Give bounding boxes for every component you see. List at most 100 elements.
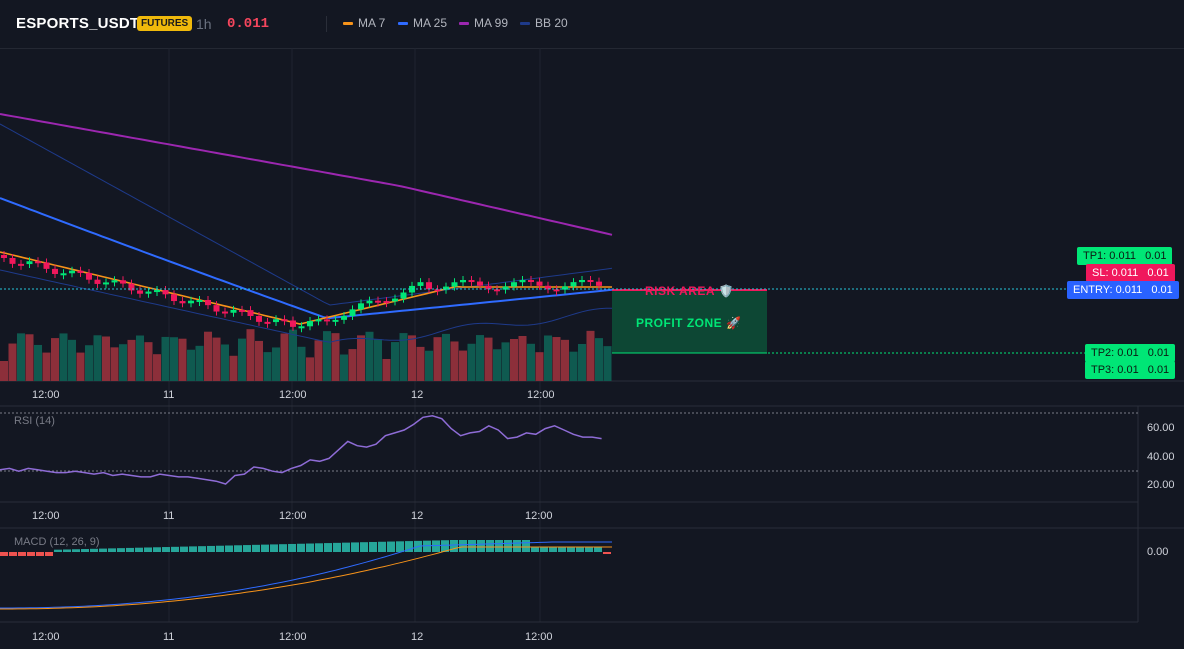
macd-pane [0, 540, 612, 610]
volume-bar [272, 347, 280, 381]
volume-bar [493, 349, 501, 381]
macd-histogram-bar [162, 547, 170, 552]
sl-tag[interactable]: SL: 0.011 0.01 [1086, 264, 1175, 282]
volume-bar [544, 335, 552, 381]
rsi-title: RSI (14) [14, 415, 55, 427]
macd-histogram-bar [405, 541, 413, 552]
volume-bar [212, 337, 221, 381]
legend-label: MA 25 [413, 16, 448, 30]
candle-body [230, 309, 237, 313]
volume-bar [476, 335, 484, 381]
candle-body [69, 270, 75, 274]
candle-body [417, 282, 424, 286]
time-label: 12:00 [279, 510, 307, 522]
macd-histogram-bar [18, 552, 26, 556]
volume-bar [51, 338, 59, 381]
candle-body [579, 280, 585, 283]
macd-histogram-bar [351, 542, 359, 552]
macd-histogram-bar [63, 549, 71, 552]
volume-bar [59, 333, 68, 381]
macd-histogram-bar [225, 545, 233, 552]
volume-bar [34, 344, 42, 381]
volume-bar [153, 354, 161, 381]
macd-histogram-bar [243, 545, 251, 552]
volume-bar [340, 354, 348, 381]
volume-bar [238, 338, 246, 381]
volume-bar [8, 343, 17, 381]
volume-bar [306, 357, 314, 381]
candle-body [9, 258, 16, 264]
candle-body [26, 261, 33, 265]
legend-bb20[interactable]: BB 20 [520, 16, 568, 30]
macd-histogram-bar [540, 547, 548, 552]
tp2-label: TP2: 0.01 [1091, 347, 1139, 359]
interval-selector[interactable]: 1h [196, 16, 212, 32]
candle-body [511, 282, 517, 287]
macd-histogram-bar [297, 543, 305, 552]
candle-body [120, 280, 126, 284]
volume-bar [42, 352, 51, 381]
time-label: 12 [411, 631, 424, 643]
macd-histogram-bar [198, 546, 206, 552]
volume-bar [578, 344, 586, 381]
entry-value: 0.01 [1151, 284, 1173, 296]
macd-histogram-bar [333, 542, 341, 552]
macd-histogram-bar [513, 540, 521, 552]
tp2-tag[interactable]: TP2: 0.01 0.01 [1085, 344, 1176, 362]
volume-bar [595, 338, 603, 381]
volume-bar [170, 337, 178, 381]
bollinger-bands [0, 123, 613, 343]
time-label: 12 [411, 389, 424, 401]
macd-histogram-bar [180, 546, 188, 552]
macd-histogram-bar [171, 546, 179, 552]
macd-histogram-bar [135, 547, 143, 552]
ma7-swatch [343, 21, 353, 25]
volume-bar [399, 333, 408, 381]
legend-ma7[interactable]: MA 7 [343, 16, 385, 30]
candle-body [502, 286, 509, 290]
candle-body [86, 272, 92, 280]
tp2-value: 0.01 [1147, 347, 1170, 359]
candle-body [451, 282, 458, 287]
tp3-tag[interactable]: TP3: 0.01 0.01 [1085, 361, 1176, 379]
time-label: 11 [163, 510, 175, 522]
candle-body [468, 280, 475, 283]
volume-bar [102, 336, 110, 381]
tp1-tag[interactable]: TP1: 0.011 0.01 [1077, 247, 1173, 265]
candle-body [137, 290, 143, 294]
ma99-swatch [459, 21, 469, 25]
volume-bar [110, 347, 119, 381]
volume-bar [459, 350, 467, 381]
volume-bar [187, 349, 195, 381]
entry-tag[interactable]: ENTRY: 0.011 0.01 [1067, 281, 1179, 299]
macd-histogram-bar [9, 552, 17, 556]
volume-bar [68, 339, 76, 381]
volume-bar [119, 344, 127, 381]
volume-bar [433, 337, 442, 381]
legend-label: MA 99 [474, 16, 509, 30]
volume-bar [17, 333, 25, 381]
volume-bar [408, 335, 416, 381]
volume-bars [0, 329, 612, 381]
symbol-name[interactable]: ESPORTS_USDT [16, 15, 140, 32]
legend-ma99[interactable]: MA 99 [459, 16, 508, 30]
candle-body [35, 261, 41, 264]
candle-body [307, 321, 313, 327]
candle-body [196, 300, 203, 303]
volume-bar [535, 352, 544, 381]
volume-bar [425, 350, 433, 381]
candle-body [315, 319, 322, 322]
chart-header: ESPORTS_USDT FUTURES 1h 0.011 MA 7 MA 25… [0, 0, 1184, 49]
candle-body [213, 305, 220, 312]
candle-body [383, 301, 390, 304]
ma25-line [0, 197, 613, 320]
volume-bar [76, 352, 85, 381]
macd-histogram-bar [486, 540, 494, 552]
macd-histogram-bar [378, 541, 386, 552]
rsi-tick: 20.00 [1147, 479, 1175, 491]
bb-lower [0, 269, 613, 343]
legend-ma25[interactable]: MA 25 [398, 16, 447, 30]
candlesticks [1, 251, 602, 333]
macd-histogram-bar [531, 547, 539, 552]
